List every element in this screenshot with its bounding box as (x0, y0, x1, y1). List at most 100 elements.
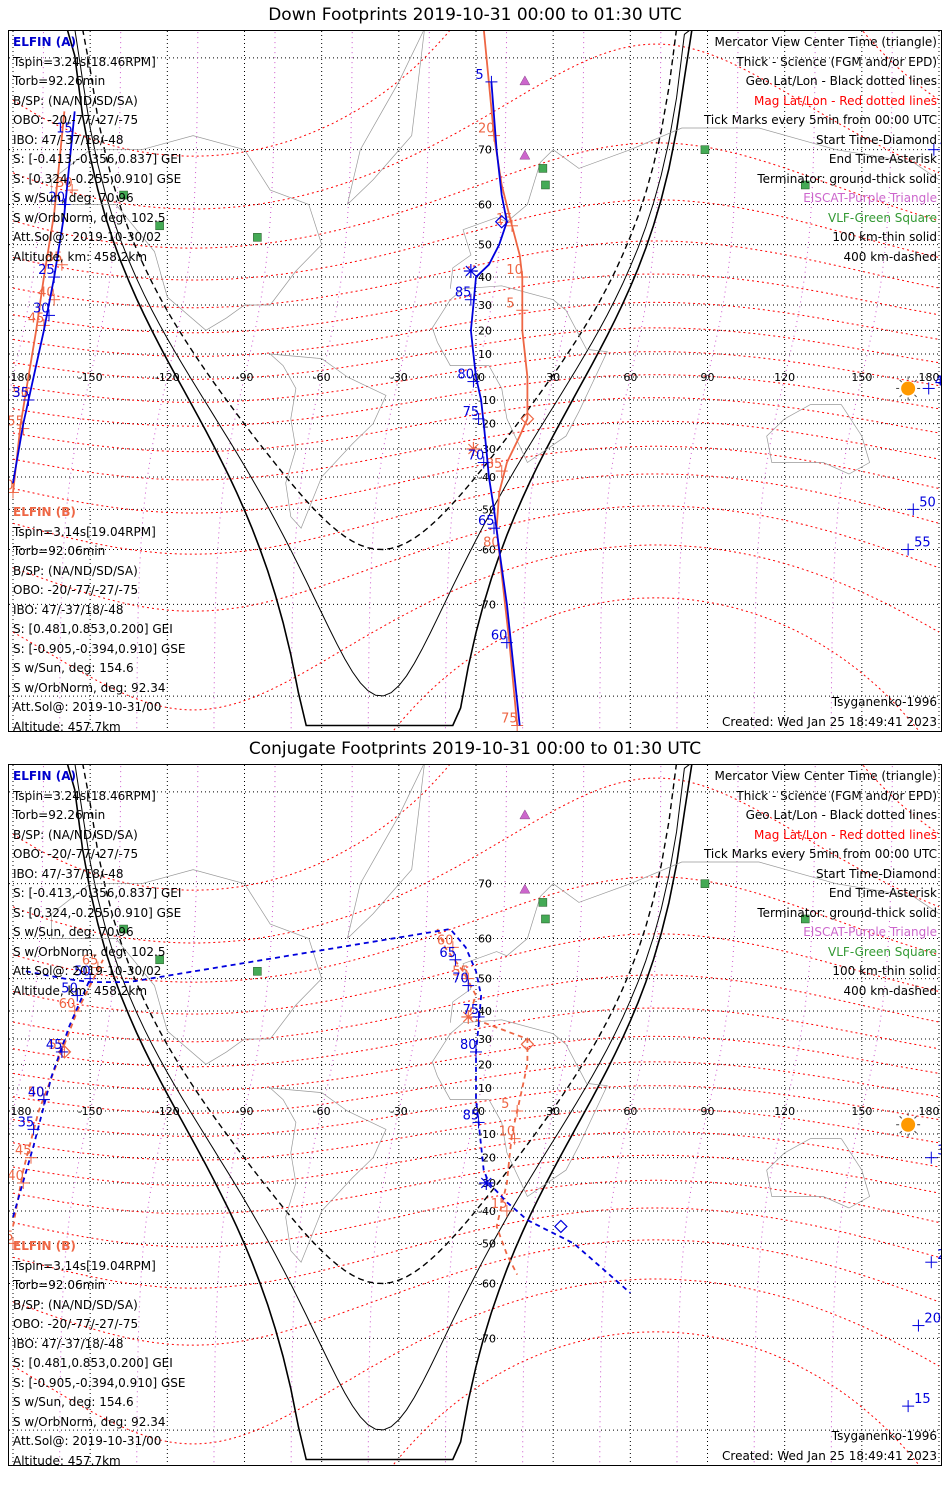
terminator-line (66, 31, 693, 727)
lat-tick-label: 20 (478, 324, 492, 337)
coastline (347, 31, 425, 205)
mag-lat-line (12, 273, 940, 334)
info-line: S w/OrbNorm, deg: 102.5 (13, 210, 166, 225)
mag-lat-line (392, 1331, 920, 1465)
lon-tick-label: 180 (11, 1105, 32, 1118)
time-tick-label: 35 (12, 386, 29, 401)
lon-tick-label: 90 (701, 371, 715, 384)
info-line: S: [-0.413,-0.356,0.837] GEI (13, 152, 182, 166)
sat-b-lines: Tspin=3.14s[19.04RPM] Torb=92.06min B/SP: … (13, 523, 186, 732)
legend-entry: End Time-Asterisk (828, 886, 937, 900)
info-line: B/SP: (NA/ND/SD/SA) (13, 93, 138, 108)
info-line: Tspin=3.24s[18.46RPM] (13, 788, 156, 803)
lat-tick-label: -70 (478, 598, 496, 611)
time-tick-label: 45 (28, 311, 45, 326)
lat-tick-label: 70 (478, 144, 492, 157)
time-tick-label: 75 (463, 405, 480, 420)
time-tick-label: 45 (15, 1144, 32, 1159)
info-line: Torb=92.26min (13, 808, 106, 822)
end-asterisk (462, 1011, 474, 1023)
lon-tick-label: -150 (78, 371, 103, 384)
sat-a-name: ELFIN (A) (13, 35, 76, 49)
time-tick-label: 30 (937, 1144, 942, 1159)
lat-tick-label: 50 (478, 239, 492, 252)
vlf-square (155, 955, 164, 965)
time-tick-label: 80 (460, 1038, 477, 1053)
lat-tick-label: -50 (478, 1237, 496, 1250)
map-canvas-down: 180 -150 -120 -90 -60 -30 0 30 60 90 120 150 180 70 60… (9, 31, 941, 731)
lon-tick-label: 30 (546, 371, 560, 384)
info-line: Att.Sol@: 2019-10-31/00 (13, 700, 162, 714)
mag-lat-line (12, 240, 940, 309)
info-line: S w/OrbNorm, deg: 102.5 (13, 944, 166, 959)
lat-tick-label: 10 (478, 1082, 492, 1095)
legend-entry: 400 km-dashed (843, 249, 937, 264)
time-tick-label: 50 (61, 982, 78, 997)
legend-entry: Start Time-Diamond (815, 132, 937, 147)
sat-a-name: ELFIN (A) (13, 769, 76, 783)
mag-lat-line (12, 351, 940, 403)
lon-tick-label: -150 (78, 1105, 103, 1118)
time-tick-label: 75 (463, 1003, 480, 1018)
time-tick-label: 85 (463, 1108, 480, 1123)
legend-entry: EISCAT-Purple Triangle (803, 191, 937, 205)
time-tick-label: 75 (501, 712, 518, 727)
eiscat-triangle (519, 809, 531, 820)
info-line: IBO: 47/-37/18/-48 (13, 1336, 124, 1351)
lon-tick-label: 60 (623, 371, 637, 384)
time-tick-label: 15 (491, 1197, 508, 1212)
lat-tick-label: 0 (478, 371, 485, 384)
lat-tick-label: -70 (478, 1332, 496, 1345)
vlf-square (155, 221, 164, 231)
coastline (51, 135, 323, 331)
lat-tick-label: -20 (478, 1152, 496, 1165)
legend-entry: Mag Lat/Lon - Red dotted lines (753, 93, 937, 108)
lat-tick-label: -40 (478, 471, 496, 484)
time-tick-label: 45 (46, 1038, 63, 1053)
info-line: S: [-0.413,-0.356,0.837] GEI (13, 886, 182, 900)
eiscat-triangle (519, 75, 531, 86)
lon-tick-label: -120 (155, 371, 180, 384)
sat-a-track (12, 978, 92, 1218)
lon-tick-label: -30 (390, 1105, 408, 1118)
sun-ray (914, 379, 917, 383)
mag-lat-line (12, 1179, 940, 1248)
mag-lat-line (12, 374, 940, 427)
sun-ray (914, 394, 917, 398)
lon-tick-label: -90 (236, 1105, 254, 1118)
lon-tick-label: 180 (919, 1105, 940, 1118)
legend-entry: Mercator View Center Time (triangle) (714, 769, 937, 783)
time-tick-label: 40 (28, 1086, 45, 1101)
time-tick-label: 55 (914, 536, 931, 551)
time-tick-label: 5 (475, 68, 483, 83)
legend-entry: Thick - Science (FGM and/or EPD) (736, 54, 937, 69)
lat-tick-label: -10 (478, 394, 496, 407)
lon-tick-label: 180 (11, 371, 32, 384)
vlf-square (119, 190, 128, 200)
time-tick-label: 60 (437, 933, 454, 948)
time-tick-label: 60 (491, 629, 508, 644)
lon-tick-label: 150 (851, 1105, 872, 1118)
lon-tick-label: 120 (774, 371, 795, 384)
info-line: Torb=92.26min (13, 74, 106, 88)
lat-tick-label: 60 (478, 198, 492, 211)
sun-icon (901, 1117, 916, 1132)
sat-b-name: ELFIN (B) (13, 1239, 76, 1253)
lon-tick-label: -60 (313, 371, 331, 384)
lat-tick-label: 10 (478, 348, 492, 361)
vlf-square (538, 898, 548, 907)
info-line: B/SP: (NA/ND/SD/SA) (13, 1297, 138, 1312)
lat-tick-label: 40 (478, 1005, 492, 1018)
info-line: Tspin=3.24s[18.46RPM] (13, 54, 156, 69)
info-line: S w/OrbNorm, deg: 92.34 (13, 680, 166, 695)
time-tick-label: 30 (33, 301, 50, 316)
lon-tick-label: -120 (155, 1105, 180, 1118)
eiscat-triangle (519, 883, 531, 894)
vlf-square (800, 914, 810, 924)
legend-entry: Mercator View Center Time (triangle) (714, 35, 937, 49)
info-line: S w/Sun, deg: 154.6 (13, 661, 134, 675)
sat-b-info: ELFIN (B) Tspin=3.14s[19.04RPM] Torb=92.0… (13, 503, 186, 732)
lat-tick-label: 40 (478, 271, 492, 284)
info-line: S w/OrbNorm, deg: 92.34 (13, 1414, 166, 1429)
legend-entry: Terminator: ground-thick solid (757, 171, 937, 186)
